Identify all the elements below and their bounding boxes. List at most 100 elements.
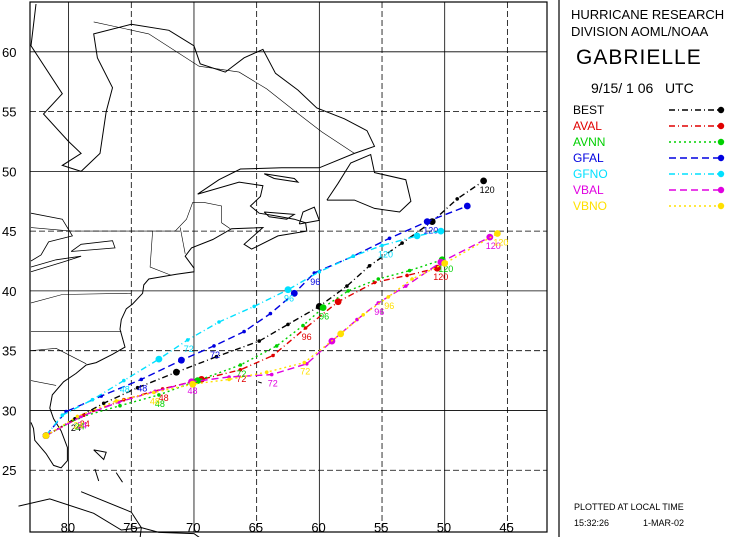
track-line [45, 236, 491, 437]
org-line-2: DIVISION AOML/NOAA [571, 24, 709, 39]
forecast-hour-label: 96 [302, 332, 312, 342]
legend-item-avnn: AVNN [573, 135, 738, 152]
track-point [302, 360, 307, 365]
forecast-hour-label: 24 [75, 422, 85, 432]
lon-tick-label: 80 [61, 520, 75, 535]
track-point [101, 401, 106, 406]
coastlines [18, 3, 412, 537]
track-point [157, 393, 161, 397]
track-point [185, 338, 190, 342]
track-point [269, 372, 274, 377]
legend-swatch [669, 106, 725, 114]
legend-swatch [669, 202, 725, 210]
track-point [290, 289, 298, 297]
track-point [410, 277, 414, 281]
forecast-hour-label: 72 [236, 374, 246, 384]
legend-swatch [669, 170, 725, 178]
legend-swatch [669, 138, 725, 146]
border-line [30, 293, 132, 304]
lat-tick-label: 30 [2, 403, 16, 418]
island-outline [326, 153, 412, 213]
forecast-hour-label: 48 [137, 383, 147, 393]
track-point [413, 232, 421, 240]
legend-label: GFNO [573, 167, 608, 181]
forecast-hour-label: 24 [77, 420, 87, 430]
border-line [30, 347, 87, 365]
forecast-hour-label: 120 [486, 241, 501, 251]
lon-tick-label: 55 [374, 520, 388, 535]
legend-label: BEST [573, 103, 605, 117]
lat-tick-label: 55 [2, 105, 16, 120]
track-point [404, 284, 408, 288]
track-point [274, 344, 279, 348]
track-point [178, 356, 185, 364]
legend-swatch [669, 154, 725, 162]
forecast-hour-label: 24 [73, 420, 83, 430]
forecast-hour-label: 120 [433, 272, 448, 282]
border-line [179, 227, 186, 254]
track-gfal: 48 72 96 120 [42, 202, 471, 439]
track-point [155, 355, 163, 363]
legend-swatch [669, 122, 725, 130]
track-point [367, 264, 372, 268]
track-point [194, 377, 202, 384]
lake-outline [30, 212, 74, 262]
forecast-hour-label: 120 [493, 238, 508, 248]
track-point [214, 354, 219, 359]
legend-label: VBNO [573, 199, 608, 213]
track-point [189, 380, 197, 388]
forecast-hour-label: 48 [188, 386, 198, 396]
legend-label: VBAL [573, 183, 604, 197]
forecast-hour-label: 48 [150, 397, 160, 407]
track-line [45, 232, 498, 437]
track-line [45, 230, 442, 437]
track-point [386, 295, 391, 299]
island-outline [93, 449, 107, 461]
legend-label: AVAL [573, 119, 602, 133]
forecast-hour-label: 120 [480, 185, 495, 195]
track-point [405, 273, 409, 278]
track-point [301, 323, 305, 328]
forecast-hour-label: 72 [236, 369, 246, 379]
legend-item-aval: AVAL [573, 119, 738, 136]
track-point [118, 403, 122, 408]
legend-item-best: BEST [573, 103, 738, 120]
map-frame [29, 1, 548, 533]
forecast-hour-label: 120 [423, 226, 438, 236]
island-outline [18, 491, 143, 531]
forecast-hour-label: 72 [268, 379, 278, 389]
track-point [139, 377, 144, 382]
lat-tick-label: 35 [2, 344, 16, 359]
lat-tick-label: 25 [2, 463, 16, 478]
track-point [268, 311, 273, 316]
track-point [286, 322, 290, 327]
track-point [42, 432, 50, 439]
lon-tick-label: 65 [249, 520, 263, 535]
forecast-hour-label: 24 [71, 423, 81, 433]
track-line [45, 180, 484, 437]
track-point [346, 289, 351, 293]
lat-tick-label: 50 [2, 164, 16, 179]
track-point [319, 304, 327, 311]
border-line [30, 380, 57, 386]
forecast-hour-label: 72 [300, 367, 310, 377]
island-outline [115, 472, 123, 483]
lat-lon-grid [30, 2, 547, 532]
lon-tick-label: 75 [123, 520, 137, 535]
track-point [317, 270, 322, 274]
track-point [238, 368, 243, 372]
track-point [376, 277, 381, 281]
forecast-hour-label: 48 [120, 385, 130, 395]
track-point [212, 344, 216, 348]
track-point [284, 286, 292, 294]
island-outline [263, 173, 300, 183]
forecast-hour-label: 96 [310, 277, 320, 287]
lon-tick-label: 50 [437, 520, 451, 535]
track-point [494, 230, 501, 237]
forecast-hour-label: 120 [438, 264, 453, 274]
track-point [400, 241, 404, 245]
lat-tick-label: 40 [2, 284, 16, 299]
track-point [75, 414, 80, 419]
track-point [114, 399, 118, 403]
